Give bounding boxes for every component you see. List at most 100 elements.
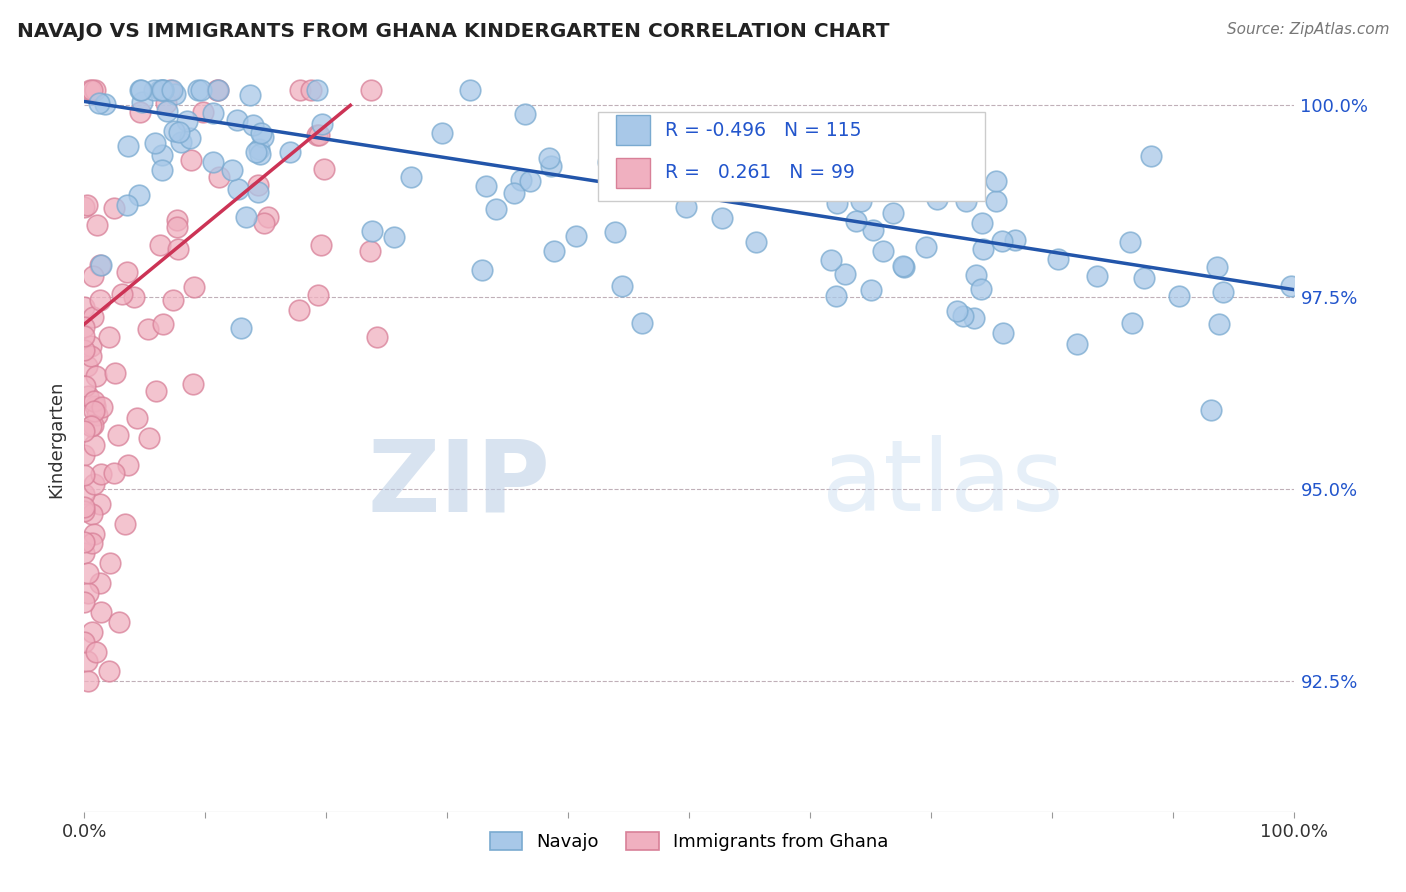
Point — [73, 343, 96, 358]
Point — [844, 214, 866, 228]
Point — [73, 487, 96, 501]
Point — [163, 124, 186, 138]
Point — [305, 128, 328, 143]
Point — [83, 438, 105, 452]
Point — [1085, 269, 1108, 284]
Point — [117, 458, 139, 472]
Point — [160, 83, 183, 97]
Point — [165, 87, 187, 102]
Point — [893, 260, 915, 274]
Point — [207, 83, 229, 97]
Point — [83, 404, 105, 418]
Point — [519, 174, 541, 188]
Point — [82, 418, 104, 433]
Point — [89, 258, 111, 272]
Point — [145, 384, 167, 398]
Point — [76, 566, 98, 580]
Point — [249, 126, 271, 140]
Point — [226, 112, 249, 127]
Point — [963, 310, 986, 325]
Point — [252, 130, 274, 145]
Point — [510, 172, 533, 186]
Point — [136, 321, 159, 335]
Point — [474, 179, 496, 194]
Point — [98, 665, 121, 679]
Point — [176, 114, 198, 128]
Point — [849, 194, 872, 209]
Point — [226, 182, 249, 196]
Point — [179, 131, 201, 145]
Point — [970, 216, 993, 230]
Point — [76, 655, 98, 669]
Point — [253, 216, 276, 230]
Point — [651, 144, 673, 158]
Point — [247, 185, 270, 199]
Point — [311, 117, 333, 131]
Point — [73, 319, 96, 334]
Point — [180, 153, 202, 168]
Point — [1047, 252, 1070, 266]
Point — [82, 83, 104, 97]
Point — [207, 83, 229, 97]
Point — [82, 269, 104, 284]
Text: Source: ZipAtlas.com: Source: ZipAtlas.com — [1226, 22, 1389, 37]
Point — [952, 309, 974, 323]
Point — [131, 95, 153, 109]
Point — [1133, 270, 1156, 285]
Point — [485, 202, 508, 217]
Point — [73, 300, 96, 314]
Point — [543, 244, 565, 259]
Point — [965, 268, 987, 282]
Point — [127, 411, 149, 425]
Point — [86, 218, 108, 232]
Point — [115, 265, 138, 279]
Point — [1167, 289, 1189, 303]
Point — [155, 95, 177, 110]
Point — [946, 304, 969, 318]
Point — [138, 431, 160, 445]
Point — [73, 635, 96, 649]
Point — [360, 223, 382, 237]
Point — [122, 290, 145, 304]
Point — [309, 237, 332, 252]
Point — [208, 169, 231, 184]
Point — [150, 163, 173, 178]
Point — [159, 83, 181, 97]
Point — [73, 328, 96, 343]
Point — [73, 448, 96, 462]
Point — [186, 83, 208, 97]
Point — [860, 283, 883, 297]
Point — [432, 126, 454, 140]
Point — [502, 186, 524, 200]
Point — [360, 83, 382, 97]
Point — [565, 229, 588, 244]
Point — [89, 497, 111, 511]
Point — [83, 477, 105, 491]
Y-axis label: Kindergarten: Kindergarten — [48, 381, 66, 498]
Point — [825, 289, 848, 303]
Point — [991, 326, 1014, 340]
Point — [247, 178, 270, 192]
Point — [1206, 260, 1229, 274]
Text: ZIP: ZIP — [367, 435, 550, 533]
Point — [73, 546, 96, 560]
Point — [299, 83, 322, 97]
Point — [91, 400, 114, 414]
Point — [1140, 149, 1163, 163]
Point — [1208, 318, 1230, 332]
Bar — [616, 115, 650, 145]
Point — [305, 83, 328, 97]
Point — [201, 105, 224, 120]
Point — [90, 605, 112, 619]
Point — [288, 83, 311, 97]
Point — [117, 138, 139, 153]
Point — [862, 223, 884, 237]
Point — [80, 507, 103, 521]
Point — [90, 467, 112, 482]
Point — [1212, 285, 1234, 299]
Point — [162, 293, 184, 307]
Point — [231, 320, 253, 334]
Text: atlas: atlas — [823, 435, 1063, 533]
Point — [882, 206, 904, 220]
Point — [626, 136, 648, 151]
